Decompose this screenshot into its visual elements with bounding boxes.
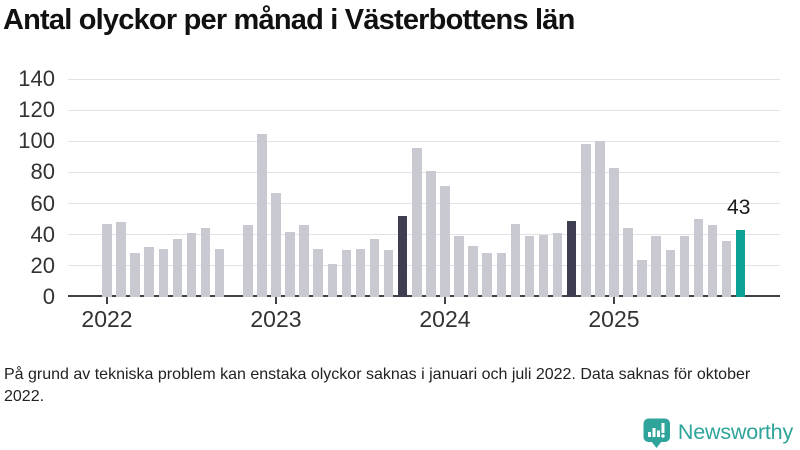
bar-2023-03: [299, 225, 309, 297]
bar-2022-05: [158, 248, 169, 297]
bar-2022-11: [243, 225, 253, 297]
y-tick-label-60: 60: [30, 190, 55, 216]
gridline-100: [68, 140, 780, 142]
x-tick-label-2022: 2022: [81, 306, 133, 332]
plot-area: 0 20 40 60 80 100 120 140 2022 2023 2024 2025 43: [18, 67, 780, 332]
gridline-20: [68, 265, 780, 267]
x-tick-2022: [105, 297, 109, 304]
bar-2025-08: [707, 225, 718, 297]
bar-2025-03: [637, 259, 647, 297]
bar-2023-01: [271, 192, 281, 297]
bar-2022-04: [144, 247, 154, 297]
bar-2024-11: [581, 144, 591, 297]
y-tick-label-80: 80: [30, 159, 55, 185]
y-tick-label-100: 100: [18, 128, 55, 154]
bar-2023-02: [285, 231, 295, 297]
bar-2025-02: [623, 228, 633, 297]
bar-2024-04: [482, 253, 492, 297]
bar-2024-09: [552, 233, 563, 297]
bar-2023-06: [341, 250, 352, 297]
bar-2023-10: [397, 216, 408, 297]
bar-2024-07: [524, 236, 535, 297]
y-tick-label-120: 120: [18, 97, 55, 123]
x-tick-2025: [612, 297, 616, 304]
bar-2025-01: [609, 167, 619, 297]
bar-2022-03: [130, 253, 140, 297]
bar-2023-12: [426, 170, 436, 297]
bar-2022-02: [116, 222, 126, 297]
newsworthy-logo: Newsworthy: [643, 418, 793, 448]
current-bar-value-label: 43: [727, 196, 751, 219]
x-tick-label-2025: 2025: [588, 306, 640, 332]
y-tick-label-0: 0: [42, 284, 55, 309]
bar-2024-12: [595, 141, 605, 297]
bar-2023-11: [412, 147, 422, 297]
bar-2024-05: [496, 253, 507, 297]
gridline-140: [68, 78, 780, 80]
bar-2023-04: [313, 248, 323, 297]
bar-2024-10: [566, 220, 577, 297]
newsworthy-speech-bubble-chart-icon: [643, 418, 670, 448]
x-tick-label-2023: 2023: [250, 306, 302, 332]
bar-2022-07: [186, 233, 197, 297]
y-tick-label-20: 20: [30, 252, 55, 278]
chart-title: Antal olyckor per månad i Västerbottens …: [3, 4, 575, 36]
bar-2025-07: [693, 219, 704, 297]
bar-2022-09: [214, 248, 225, 297]
bar-2025-05: [665, 250, 676, 297]
bar-2024-02: [454, 236, 464, 297]
y-tick-label-40: 40: [30, 221, 55, 247]
bar-2023-09: [383, 250, 394, 297]
gridline-120: [68, 109, 780, 111]
chart-footnote: På grund av tekniska problem kan enstaka…: [4, 366, 751, 405]
bar-2022-06: [172, 239, 183, 297]
bar-2025-10: [735, 230, 746, 297]
y-tick-label-140: 140: [18, 66, 55, 91]
x-tick-label-2024: 2024: [419, 306, 471, 332]
bar-2025-09: [721, 240, 732, 297]
x-axis-line: [68, 294, 780, 297]
bar-2022-08: [200, 228, 211, 297]
bar-2023-05: [327, 264, 338, 297]
gridline-40: [68, 234, 780, 236]
x-tick-2024: [443, 297, 447, 304]
bar-2025-06: [679, 236, 690, 297]
bar-2023-08: [369, 239, 380, 297]
bar-2024-01: [440, 186, 450, 297]
bar-2025-04: [651, 236, 661, 297]
gridline-60: [68, 203, 780, 205]
bar-2022-01: [102, 223, 112, 297]
bar-2023-07: [355, 248, 366, 297]
bar-2022-12: [257, 133, 267, 297]
bar-2024-06: [510, 223, 521, 297]
bar-2024-08: [538, 234, 549, 297]
gridline-80: [68, 171, 780, 173]
bar-2024-03: [468, 245, 478, 297]
x-tick-2023: [274, 297, 278, 304]
newsworthy-logo-text: Newsworthy: [677, 420, 793, 444]
